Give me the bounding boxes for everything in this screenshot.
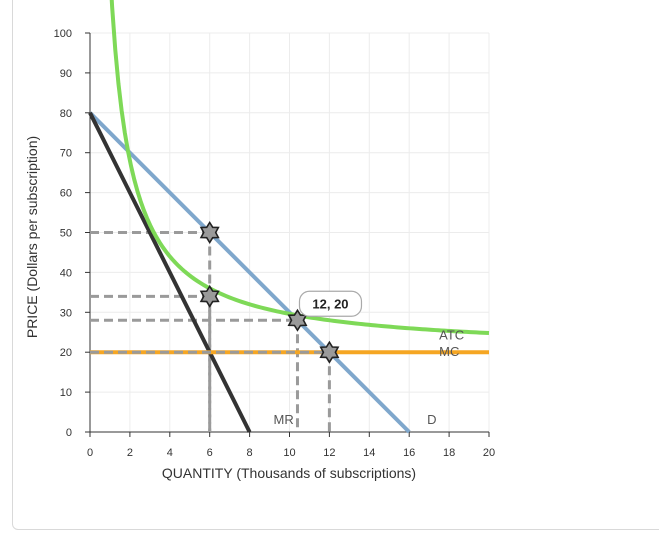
- x-tick-label: 14: [363, 447, 375, 459]
- atc-label: ATC: [439, 327, 464, 342]
- tooltip: 12, 20: [298, 290, 363, 317]
- points[interactable]: [199, 220, 340, 364]
- curve-labels: ATC MC MR D: [274, 327, 465, 427]
- x-tick-label: 2: [127, 447, 133, 459]
- tooltip-label: 12, 20: [312, 296, 348, 311]
- mc-label: MC: [439, 344, 459, 359]
- tooltip-box: [298, 290, 363, 317]
- point-star-marker[interactable]: [199, 220, 220, 245]
- d-curve: [88, 111, 411, 434]
- y-tick-label: 60: [60, 188, 72, 200]
- y-tick-label: 10: [60, 387, 72, 399]
- x-tick-label: 4: [167, 447, 173, 459]
- atc-curve: [109, 0, 490, 336]
- y-tick-label: 0: [66, 427, 72, 439]
- mr-label: MR: [274, 412, 294, 427]
- point-star-marker[interactable]: [319, 340, 340, 364]
- y-tick-label: 20: [60, 347, 72, 359]
- y-axis-title: PRICE (Dollars per subscription): [24, 136, 40, 338]
- x-tick-label: 10: [283, 447, 295, 459]
- mr-curve: [88, 111, 252, 433]
- d-label: D: [427, 412, 436, 427]
- x-tick-label: 12: [323, 447, 335, 459]
- x-tick-label: 8: [247, 447, 253, 459]
- x-tick-label: 0: [87, 447, 93, 459]
- y-tick-label: 70: [60, 148, 72, 160]
- y-tick-label: 90: [60, 68, 72, 80]
- x-tick-label: 18: [443, 447, 455, 459]
- dashed-guides: [90, 231, 331, 432]
- x-tick-label: 16: [403, 447, 415, 459]
- point-star-marker[interactable]: [199, 284, 220, 308]
- x-tick-label: 6: [207, 447, 213, 459]
- x-axis-title: QUANTITY (Thousands of subscriptions): [162, 465, 416, 481]
- y-tick-label: 40: [60, 267, 72, 279]
- y-tick-label: 30: [60, 307, 72, 319]
- x-tick-label: 20: [483, 447, 495, 459]
- y-tick-label: 100: [54, 28, 72, 40]
- y-tick-label: 80: [60, 108, 72, 120]
- y-tick-label: 50: [60, 228, 72, 240]
